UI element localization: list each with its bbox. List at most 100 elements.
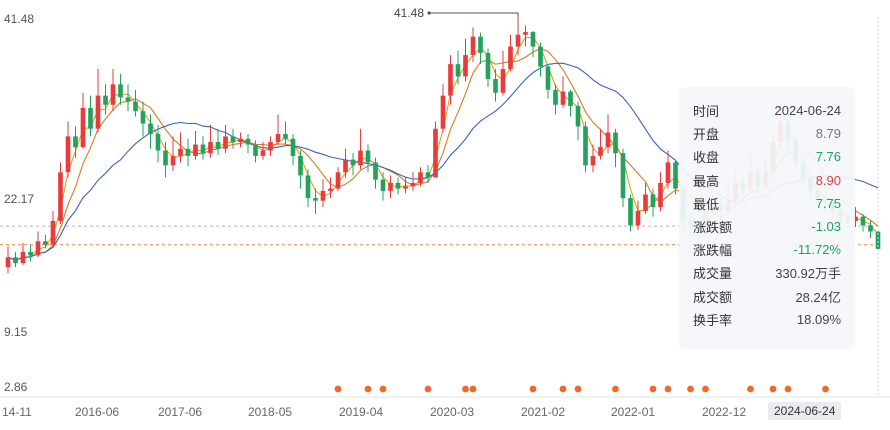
- candle: [388, 175, 393, 199]
- candle: [628, 194, 633, 232]
- candle: [290, 134, 296, 166]
- candle: [530, 30, 536, 58]
- candle: [515, 17, 521, 56]
- candle-body: [290, 138, 296, 156]
- event-marker-dot: [769, 385, 777, 393]
- candle: [260, 142, 266, 160]
- candle-body: [223, 136, 228, 149]
- candle-body: [358, 150, 363, 166]
- candle-body: [650, 194, 656, 208]
- candle-body: [5, 257, 11, 268]
- candle: [223, 125, 228, 154]
- candle-body: [470, 36, 476, 56]
- event-marker-dot: [664, 385, 672, 393]
- candle-body: [853, 216, 858, 221]
- event-marker-dot: [379, 385, 387, 393]
- candle: [50, 211, 56, 247]
- tooltip-label: 涨跌幅: [693, 243, 733, 259]
- candle-body: [448, 64, 453, 96]
- candle: [305, 169, 311, 208]
- candle: [313, 188, 318, 214]
- candle-body: [103, 95, 108, 105]
- candle: [448, 55, 453, 105]
- candle: [583, 121, 588, 173]
- event-marker-dot: [784, 385, 792, 393]
- candle: [605, 114, 611, 154]
- candle-body: [485, 52, 491, 79]
- candle: [230, 128, 236, 149]
- candle: [283, 121, 288, 145]
- candle: [170, 136, 176, 172]
- candle: [275, 114, 281, 145]
- tooltip-label: 时间: [693, 104, 720, 120]
- candle: [560, 76, 566, 108]
- candle-body: [88, 107, 93, 129]
- candle-body: [410, 182, 416, 187]
- tooltip-value: 18.09%: [796, 311, 841, 327]
- tooltip-label: 最高: [693, 173, 720, 189]
- candle-body: [455, 64, 461, 77]
- x-tick-label: 2022-01: [611, 405, 656, 419]
- candle-body: [868, 225, 873, 232]
- candle: [163, 142, 168, 178]
- tooltip-row-change-pct: 涨跌幅 -11.72%: [693, 238, 841, 261]
- candle-body: [350, 159, 356, 166]
- candle: [95, 68, 101, 133]
- candle-body: [238, 138, 243, 143]
- candle: [643, 182, 648, 214]
- tooltip-value: 8.90: [815, 172, 841, 188]
- candle-body: [860, 216, 866, 226]
- candle: [418, 167, 423, 187]
- candle: [440, 84, 446, 133]
- candle-body: [463, 55, 468, 77]
- candle: [358, 128, 363, 170]
- candle: [620, 148, 626, 208]
- candle-body: [185, 148, 191, 156]
- candle-body: [635, 211, 641, 226]
- candle-body: [110, 84, 116, 105]
- tooltip-row-high: 最高 8.90: [693, 169, 841, 192]
- candle-body: [568, 91, 573, 107]
- candle: [88, 95, 93, 137]
- candle-body: [493, 78, 498, 93]
- candle-body: [313, 198, 318, 201]
- candle-body: [575, 106, 581, 127]
- candle: [155, 125, 161, 163]
- candle-body: [365, 150, 371, 163]
- candle: [65, 121, 71, 178]
- candle-body: [590, 155, 596, 166]
- x-tick-label: 14-11: [2, 405, 32, 419]
- candle: [365, 144, 371, 173]
- candle-body: [140, 111, 146, 124]
- candle: [320, 179, 326, 208]
- event-marker-dot: [364, 385, 372, 393]
- candle-body: [643, 194, 648, 212]
- x-tick-label: 2020-03: [430, 405, 475, 419]
- candle: [650, 188, 656, 217]
- candle-body: [275, 134, 281, 143]
- candle-body: [538, 46, 543, 67]
- candle: [245, 134, 251, 154]
- candle: [58, 162, 63, 224]
- candle: [103, 84, 108, 115]
- candle: [43, 234, 48, 249]
- candle-body: [388, 182, 393, 191]
- tooltip-value: 7.75: [815, 195, 841, 211]
- candle-body: [628, 198, 633, 226]
- candle-body: [260, 150, 266, 156]
- event-marker-dot: [687, 385, 694, 393]
- tooltip-value: 8.79: [815, 126, 841, 142]
- candle: [478, 32, 483, 65]
- candle-body: [620, 153, 626, 199]
- candle-body: [508, 46, 513, 69]
- event-marker-dot: [822, 385, 829, 393]
- candle-body: [298, 155, 303, 176]
- candle-body: [530, 32, 536, 47]
- candle-body: [673, 162, 678, 189]
- candle-body: [50, 220, 56, 245]
- x-tick-label: 2022-12: [702, 405, 747, 419]
- candle: [208, 125, 213, 158]
- candle-body: [208, 142, 213, 154]
- x-tick-label: 2018-05: [248, 405, 293, 419]
